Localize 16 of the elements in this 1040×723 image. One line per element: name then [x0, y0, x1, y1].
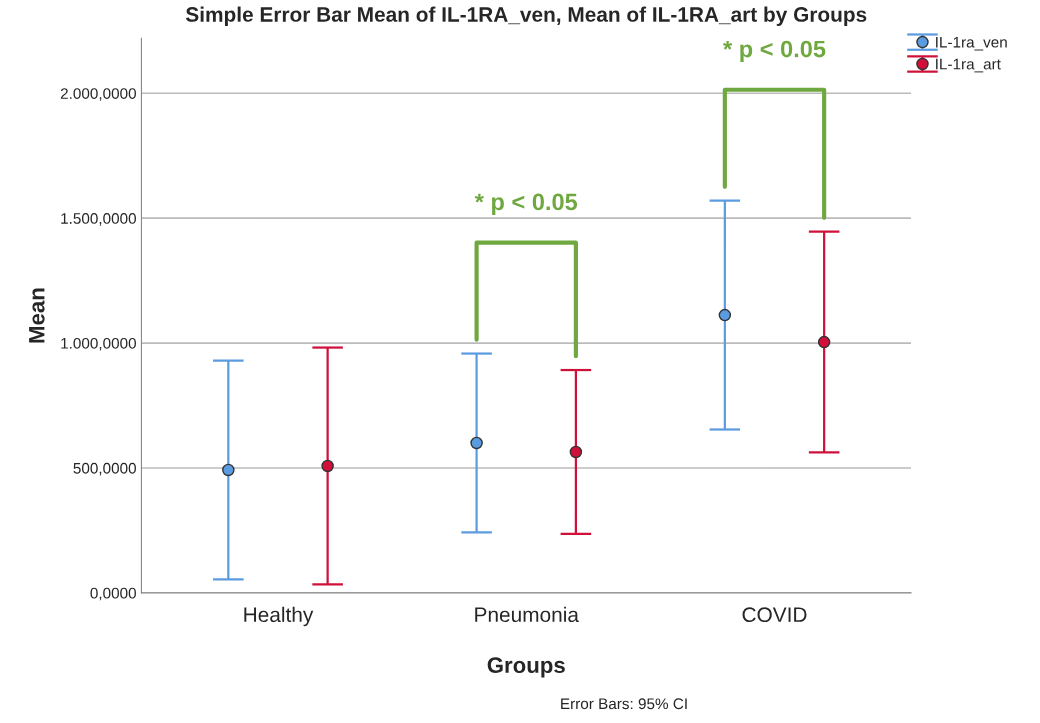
x-tick-label: Pneumonia — [475, 606, 579, 623]
chart-title: Simple Error Bar Mean of IL-1RA_ven, Mean of IL-1RA_art by Groups — [185, 6, 867, 26]
annotation: * p < 0.05 — [723, 40, 826, 63]
y-tick-label: 0,0000 — [90, 587, 136, 601]
legend-label: IL-1ra_ven — [936, 36, 1007, 51]
text: Error Bars: 95% CI — [561, 698, 687, 710]
x-tick-label: COVID — [742, 607, 807, 623]
y-tick-label: 2.000,0000 — [60, 88, 136, 101]
x-axis-title: Groups — [487, 657, 565, 678]
y-tick-label: 500,0000 — [73, 462, 136, 476]
y-tick-label: 1.000,0000 — [61, 337, 136, 351]
legend-label: IL-1ra_art — [936, 58, 1001, 73]
y-axis-title: Mean — [29, 288, 45, 343]
annotation: * p < 0.05 — [474, 193, 578, 215]
x-tick-label: Healthy — [244, 606, 314, 627]
y-tick-label: 1.500,0000 — [61, 213, 136, 226]
